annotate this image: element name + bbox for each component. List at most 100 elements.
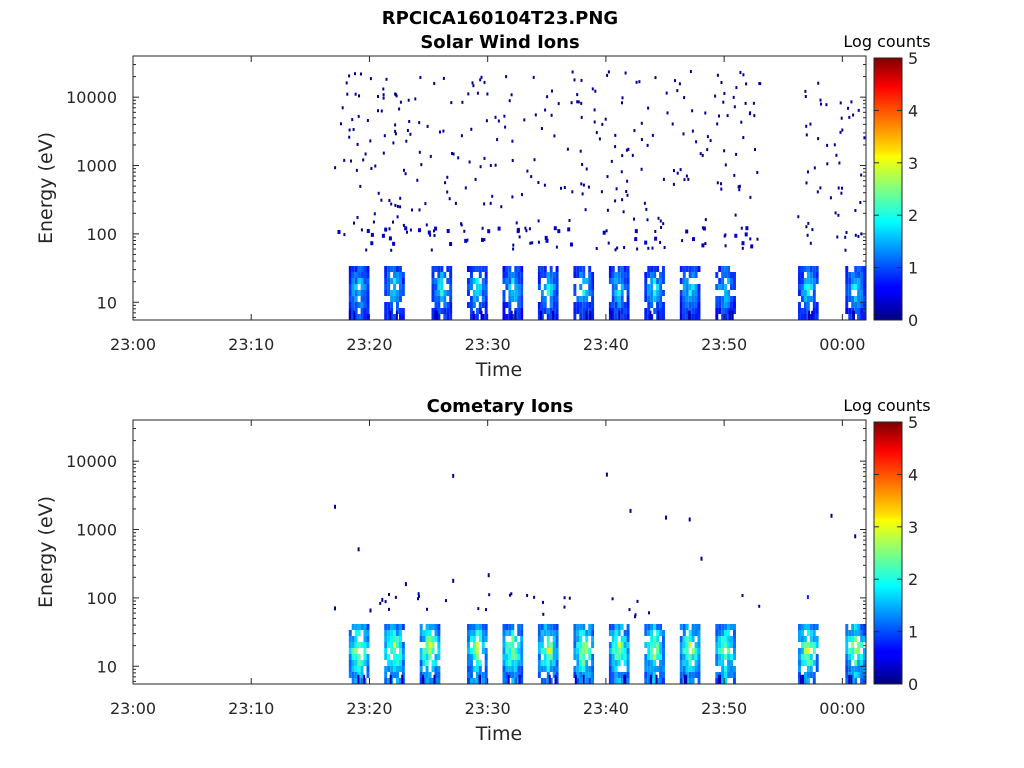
heat-cell	[688, 636, 692, 642]
heat-cell	[394, 203, 397, 207]
heat-cell	[387, 278, 391, 284]
heat-cell	[425, 624, 429, 630]
heat-cell	[396, 266, 399, 272]
heat-cell	[546, 630, 550, 636]
heat-cell	[354, 272, 358, 278]
heat-cell	[448, 197, 451, 201]
heat-cell	[549, 266, 553, 272]
heat-cell	[860, 654, 864, 660]
heat-cell	[334, 504, 336, 509]
heat-cell	[404, 226, 408, 231]
heat-cell	[481, 226, 484, 230]
heat-cell	[394, 132, 397, 136]
heat-cell	[508, 642, 512, 648]
heat-cell	[863, 636, 866, 642]
heat-cell	[357, 674, 360, 684]
heat-cell	[360, 314, 364, 320]
heat-cell	[860, 266, 864, 272]
heat-cell	[644, 314, 648, 320]
heat-cell	[601, 122, 604, 126]
heat-cell	[434, 284, 438, 290]
heat-cell	[579, 314, 583, 320]
heat-cell	[399, 284, 402, 290]
heat-cell	[624, 71, 627, 75]
heat-cell	[425, 223, 428, 227]
heat-cell	[511, 290, 515, 296]
heat-cell	[511, 666, 515, 672]
heat-cell	[366, 266, 370, 272]
heat-cell	[845, 642, 849, 648]
heat-cell	[860, 672, 864, 678]
heat-cell	[581, 163, 584, 166]
heat-cell	[418, 208, 421, 212]
heat-cell	[602, 230, 606, 235]
x-tick-label: 23:10	[228, 335, 274, 354]
heat-cell	[354, 678, 358, 684]
heat-cell	[576, 648, 580, 654]
heat-cell	[485, 608, 487, 612]
heat-cell	[537, 308, 541, 314]
heat-cell	[434, 296, 438, 302]
heat-cell	[724, 678, 728, 684]
heat-cell	[552, 636, 556, 642]
heat-cell	[425, 660, 429, 666]
heat-cell	[390, 266, 394, 272]
heat-cell	[682, 654, 686, 660]
heat-cell	[517, 272, 521, 278]
heat-cell	[653, 660, 657, 666]
heat-cell	[799, 674, 802, 684]
heat-cell	[691, 648, 695, 654]
heat-cell	[546, 284, 550, 290]
heat-cell	[363, 674, 366, 684]
heat-cell	[656, 296, 660, 302]
heat-cell	[671, 122, 674, 126]
heat-cell	[683, 96, 686, 100]
heat-cell	[348, 654, 352, 660]
heat-cell	[552, 660, 556, 666]
heat-cell	[437, 278, 441, 284]
heat-cell	[511, 648, 515, 654]
heat-cell	[392, 220, 394, 224]
heat-cell	[396, 636, 399, 642]
heat-cell	[366, 229, 370, 233]
heat-cell	[694, 666, 698, 672]
x-tick-label: 23:30	[465, 699, 511, 718]
panel-title: Solar Wind Ions	[420, 32, 579, 53]
heat-cell	[357, 114, 360, 118]
heat-cell	[555, 284, 559, 290]
heat-cell	[718, 284, 722, 290]
heat-cell	[393, 284, 397, 290]
heat-cell	[848, 272, 852, 278]
heat-cell	[836, 235, 839, 239]
heat-cell	[617, 654, 621, 660]
heat-cell	[848, 666, 852, 672]
heat-cell	[585, 642, 589, 648]
heat-cell	[840, 191, 843, 195]
heat-cell	[434, 666, 438, 672]
heat-cell	[351, 308, 355, 314]
heat-cell	[472, 624, 476, 630]
heat-cell	[620, 290, 624, 296]
heat-cell	[685, 174, 688, 178]
heat-cell	[481, 648, 485, 654]
heat-cell	[805, 225, 808, 229]
heat-cell	[467, 654, 470, 660]
heat-cell	[689, 70, 692, 73]
heat-cell	[653, 678, 657, 684]
heat-cell	[730, 636, 733, 642]
heat-cell	[694, 296, 698, 302]
heat-cell	[826, 143, 829, 147]
heat-cell	[694, 302, 698, 308]
heat-cell	[505, 624, 509, 630]
heat-cell	[691, 636, 695, 642]
heat-cell	[650, 666, 654, 672]
heat-cell	[351, 266, 355, 272]
heat-cell	[730, 272, 733, 278]
heat-cell	[548, 674, 551, 684]
heat-cell	[571, 190, 574, 194]
heat-cell	[718, 278, 722, 284]
heat-cell	[726, 114, 729, 118]
